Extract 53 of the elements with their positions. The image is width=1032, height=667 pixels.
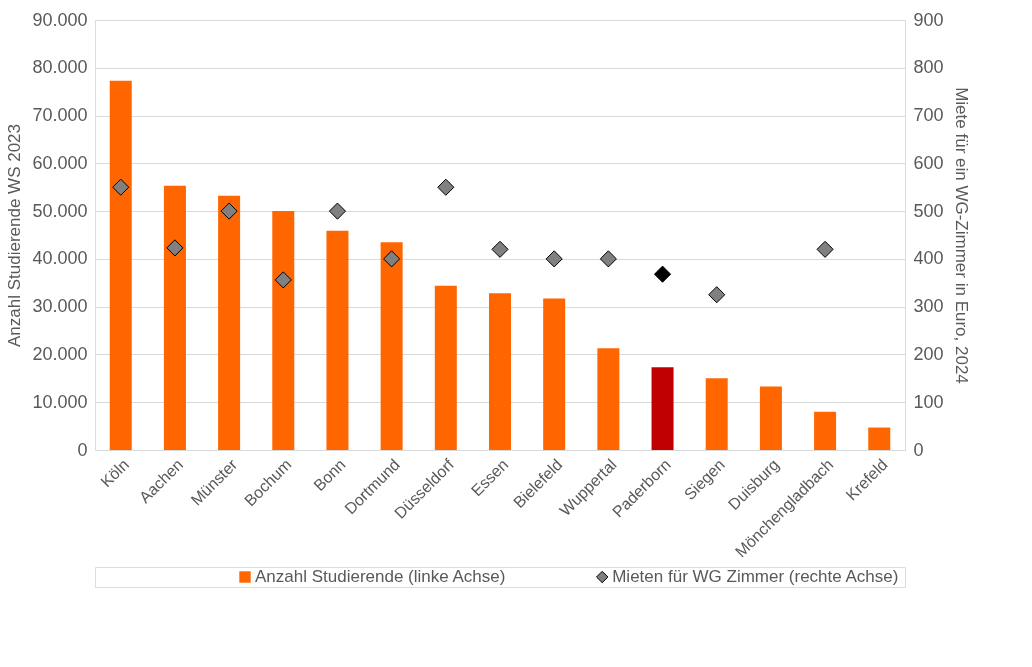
- bar: [218, 195, 241, 450]
- bar: [272, 211, 295, 450]
- bar: [759, 386, 782, 450]
- point: [545, 250, 563, 268]
- y2-axis-title: Miete für ein WG-Zimmer in Euro, 2024: [951, 87, 971, 384]
- bar: [380, 242, 403, 450]
- point: [328, 202, 347, 220]
- bar: [597, 348, 620, 450]
- point: [220, 202, 238, 220]
- y2-tick-label: 100: [913, 391, 944, 412]
- bar: [651, 367, 674, 450]
- point: [816, 240, 834, 258]
- y2-tick-label: 800: [913, 57, 944, 78]
- y2-tick-label: 200: [913, 343, 944, 364]
- y-tick-label: 10.000: [32, 391, 88, 412]
- point: [653, 265, 672, 283]
- y-tick-label: 70.000: [32, 105, 88, 126]
- legend-label: Mieten für WG Zimmer (rechte Achse): [612, 567, 899, 586]
- y-tick-label: 80.000: [32, 57, 88, 78]
- legend-label: Anzahl Studierende (linke Achse): [255, 567, 506, 586]
- y-tick-label: 40.000: [32, 248, 88, 269]
- y2-tick-label: 400: [913, 248, 944, 269]
- y-tick-label: 50.000: [32, 200, 88, 221]
- point: [166, 239, 184, 257]
- y2-tick-label: 600: [913, 152, 944, 173]
- bar: [434, 285, 457, 450]
- bar: [163, 185, 186, 450]
- bar: [868, 427, 891, 450]
- y-tick-label: 90.000: [32, 9, 88, 30]
- point: [112, 178, 130, 196]
- y2-tick-label: 300: [913, 296, 944, 317]
- point: [708, 286, 726, 304]
- y-tick-label: 30.000: [32, 296, 88, 317]
- y2-tick-label: 700: [913, 105, 944, 126]
- bar: [705, 378, 728, 450]
- bar: [814, 411, 837, 450]
- point: [599, 250, 617, 268]
- bar: [489, 293, 511, 450]
- y2-tick-label: 900: [913, 9, 944, 30]
- point: [383, 250, 401, 268]
- y-tick-label: 60.000: [32, 152, 88, 173]
- y2-tick-label: 0: [913, 439, 924, 460]
- point: [274, 271, 292, 289]
- y2-tick-label: 500: [913, 200, 944, 221]
- y-axis-title: Anzahl Studierende WS 2023: [5, 123, 25, 348]
- point: [437, 178, 455, 196]
- point: [491, 240, 509, 258]
- bar: [109, 80, 132, 450]
- y-tick-label: 20.000: [32, 343, 88, 364]
- y-tick-label: 0: [77, 439, 88, 460]
- bar: [543, 298, 566, 450]
- bar: [326, 230, 349, 450]
- x-tick-label: Köln: [97, 455, 133, 491]
